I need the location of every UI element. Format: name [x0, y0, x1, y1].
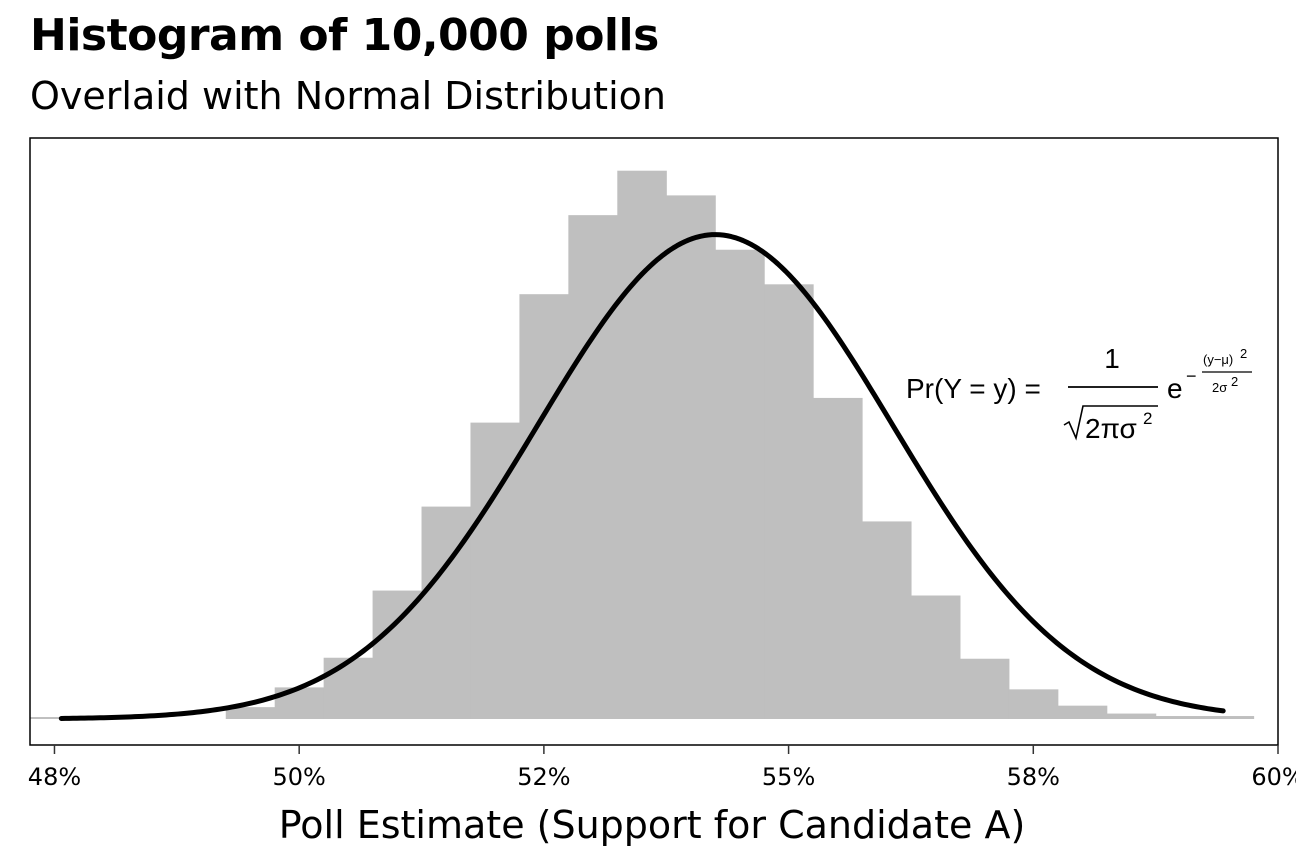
histogram-bar [1106, 713, 1157, 719]
histogram-bars [30, 170, 1255, 720]
histogram-bar [1008, 689, 1059, 719]
histogram-bar [225, 707, 276, 719]
histogram-bar [862, 521, 912, 719]
normal-curve [58, 232, 1226, 721]
histogram-bar [910, 595, 961, 719]
formula-exp-numerator: (y−μ) [1203, 352, 1233, 367]
chart-subtitle: Overlaid with Normal Distribution [30, 74, 666, 118]
histogram-bar [1204, 716, 1255, 719]
x-tick-label: 55% [762, 763, 815, 791]
formula-numerator: 1 [1104, 343, 1120, 374]
histogram-bar [1057, 705, 1108, 719]
histogram-bar [519, 294, 569, 719]
histogram-bar [666, 195, 716, 719]
histogram-bar [372, 590, 423, 719]
formula-sqrt-sign [1063, 405, 1158, 441]
histogram-bar [764, 284, 814, 719]
formula-exp-base: e [1167, 373, 1183, 404]
formula-denominator-power: 2 [1143, 409, 1152, 428]
x-tick-label: 50% [273, 763, 326, 791]
x-tick-label: 60% [1251, 763, 1296, 791]
histogram-bar [617, 170, 667, 720]
formula-exp-denominator: 2σ [1212, 380, 1227, 395]
histogram-bar [30, 717, 80, 719]
histogram-bar [715, 249, 765, 719]
x-axis-label: Poll Estimate (Support for Candidate A) [279, 803, 1026, 847]
histogram-bar [323, 657, 374, 719]
chart-title: Histogram of 10,000 polls [30, 10, 659, 61]
histogram-bar [959, 658, 1010, 719]
x-tick-label: 52% [517, 763, 570, 791]
histogram-bar [1155, 716, 1206, 719]
x-tick-label: 48% [28, 763, 81, 791]
formula-lhs: Pr(Y = y) = [906, 373, 1041, 404]
x-tick-label: 58% [1007, 763, 1060, 791]
x-axis: 48% 50% 52% 55% 58% 60% [28, 745, 1296, 791]
histogram-bar [568, 215, 618, 720]
normal-density-formula: Pr(Y = y) = 1 2πσ 2 e − (y−μ) 2 2σ 2 [906, 343, 1252, 444]
formula-exp-denominator-power: 2 [1231, 374, 1238, 389]
plot-panel-border [29, 137, 1279, 746]
formula-exp-sign: − [1186, 366, 1197, 386]
formula-denominator: 2πσ [1085, 413, 1137, 444]
formula-exp-numerator-power: 2 [1240, 346, 1247, 361]
histogram-bar [813, 397, 863, 719]
